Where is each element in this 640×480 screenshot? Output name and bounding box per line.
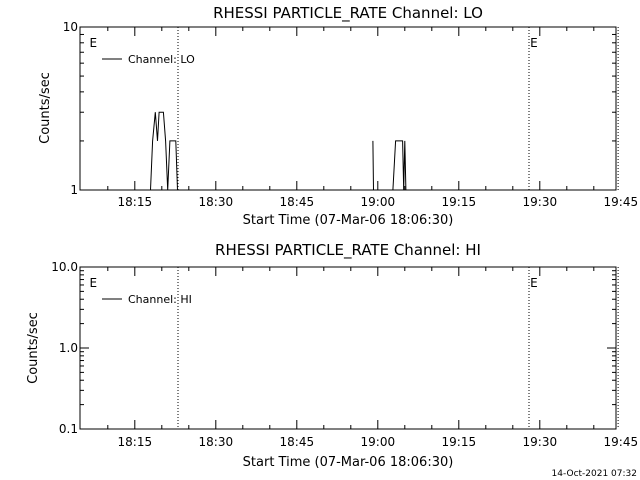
y-tick-label: 10.0: [51, 260, 78, 274]
y-axis-label: Counts/sec: [38, 72, 53, 144]
data-series-line: [150, 111, 180, 191]
x-tick-label: 18:15: [118, 195, 153, 209]
eclipse-marker: E: [89, 36, 97, 50]
x-tick-label: 19:45: [604, 435, 639, 449]
y-tick-label: 1.0: [59, 341, 78, 355]
x-tick-label: 18:45: [280, 435, 315, 449]
plot-frame: [79, 26, 617, 191]
x-tick-label: 19:15: [442, 195, 477, 209]
x-tick-label: 19:00: [361, 195, 396, 209]
x-tick-label: 19:00: [361, 435, 396, 449]
chart-title: RHESSI PARTICLE_RATE Channel: LO: [213, 4, 483, 23]
legend-entry: Channel: HI: [128, 293, 192, 306]
plot-frame: [79, 266, 617, 430]
x-tick-label: 19:45: [604, 195, 639, 209]
x-tick-label: 18:30: [199, 195, 234, 209]
y-axis-label: Counts/sec: [26, 312, 41, 384]
lo-channel-panel: RHESSI PARTICLE_RATE Channel: LO Counts/s…: [38, 4, 638, 228]
eclipse-marker: E: [530, 36, 538, 50]
x-tick-label: 18:45: [280, 195, 315, 209]
y-tick-label: 0.1: [59, 422, 78, 436]
hi-channel-panel: RHESSI PARTICLE_RATE Channel: HI Counts/s…: [26, 241, 638, 470]
y-tick-label: 1: [70, 183, 78, 197]
eclipse-marker: E: [89, 276, 97, 290]
y-tick-label: 10: [63, 20, 78, 34]
x-tick-label: 19:30: [523, 435, 558, 449]
x-tick-label: 18:15: [118, 435, 153, 449]
x-axis-label: Start Time (07-Mar-06 18:06:30): [243, 213, 454, 228]
x-tick-label: 18:30: [199, 435, 234, 449]
legend-entry: Channel: LO: [128, 53, 195, 66]
footer-timestamp: 14-Oct-2021 07:32: [552, 469, 637, 479]
eclipse-marker: E: [530, 276, 538, 290]
x-tick-label: 19:30: [523, 195, 558, 209]
data-series-line: [372, 140, 407, 191]
x-axis-label: Start Time (07-Mar-06 18:06:30): [243, 455, 454, 470]
chart-title: RHESSI PARTICLE_RATE Channel: HI: [215, 241, 481, 260]
x-tick-label: 19:15: [442, 435, 477, 449]
